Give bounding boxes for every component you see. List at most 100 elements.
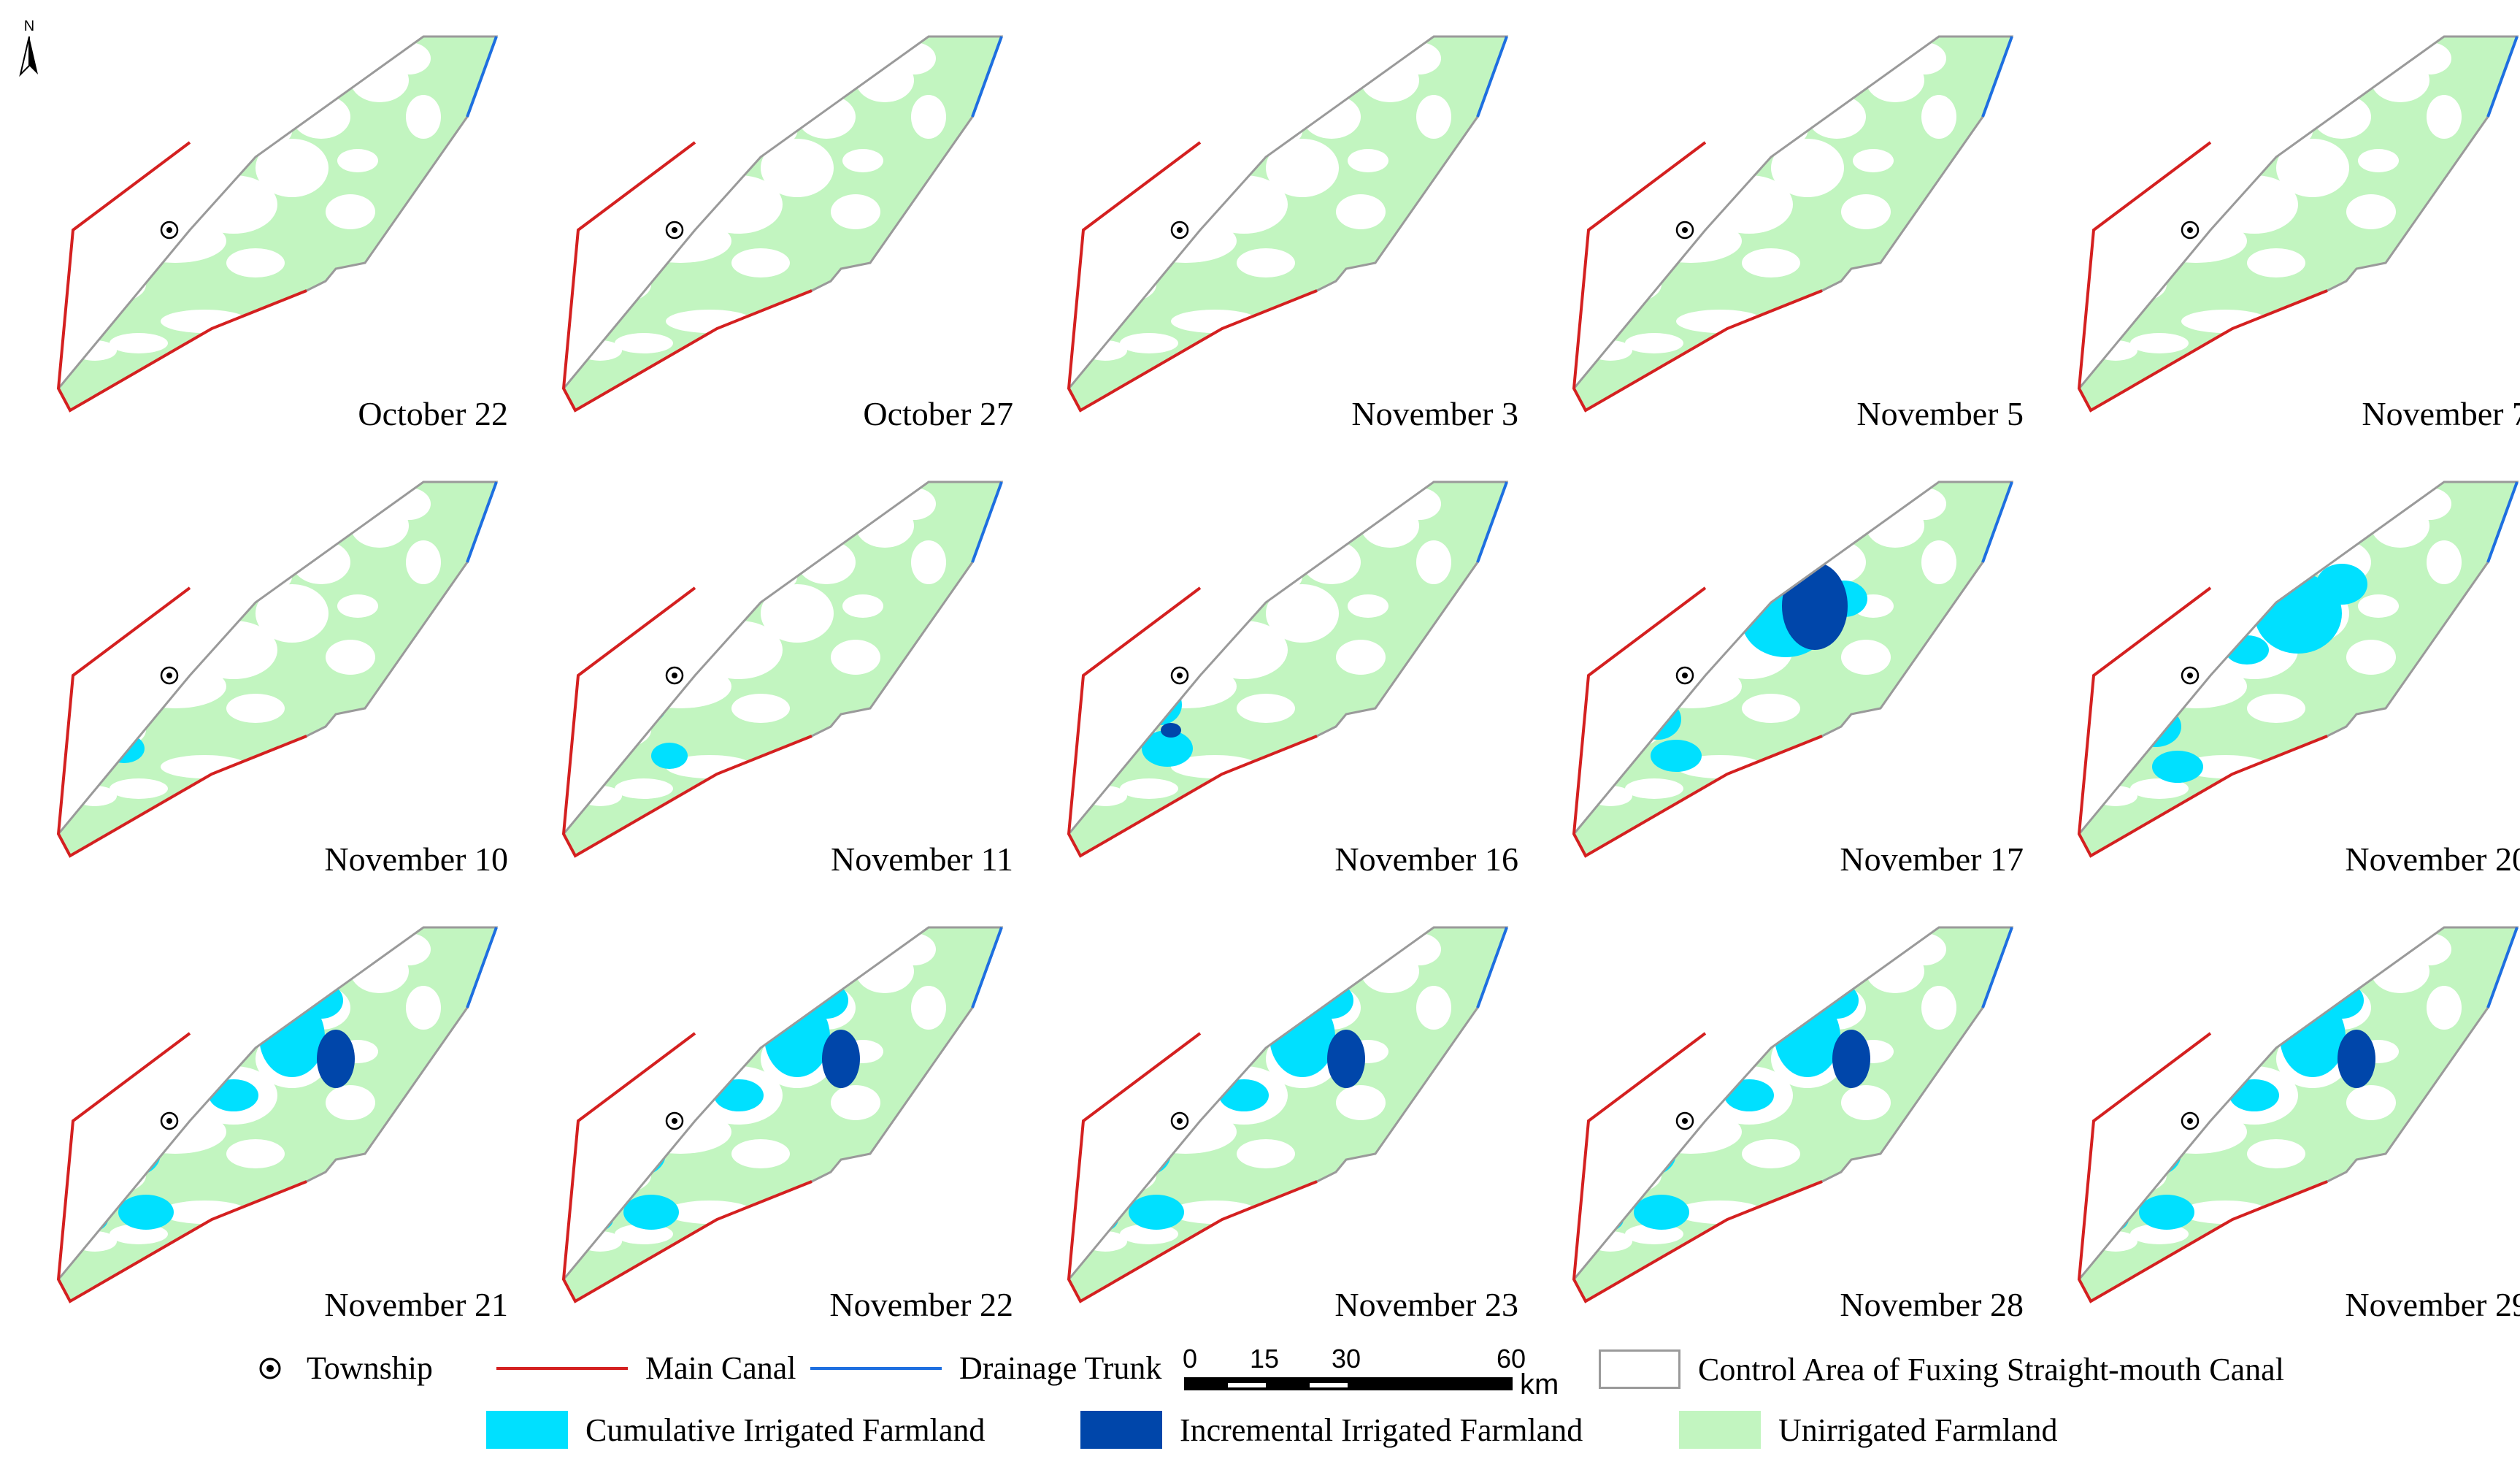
non-farmland-gap (1771, 139, 1844, 197)
map-panel-14: November 29 (2035, 913, 2520, 1351)
non-farmland-gap (337, 594, 378, 618)
region-map (1572, 480, 2014, 858)
map-panel-6: November 11 (520, 467, 1023, 905)
main-canal-line (1572, 1032, 1823, 1303)
scale-bar-graphic (1184, 1377, 1513, 1390)
non-farmland-gap (2130, 778, 2189, 799)
incremental-irrigated-patch (1832, 1030, 1870, 1088)
cumulative-irrigated-patch (58, 1091, 69, 1114)
non-farmland-gap (2427, 986, 2462, 1030)
incremental-irrigated-patch (1630, 572, 1656, 589)
non-farmland-gap (292, 95, 350, 139)
main-canal-line (1067, 141, 1318, 413)
legend: Township Main Canal Drainage Trunk Contr… (0, 1329, 2520, 1478)
cumulative-irrigated-patch (1574, 1091, 1585, 1114)
incremental-irrigated-patch (2210, 542, 2225, 554)
north-label: N (24, 18, 34, 34)
drainage-trunk-line (466, 927, 498, 1008)
cumulative-irrigated-patch (67, 1206, 108, 1233)
cumulative-irrigated-patch (1724, 1079, 1774, 1111)
unirrigated-farmland-area (2079, 37, 2517, 410)
incremental-irrigated-patch (1603, 1115, 1676, 1127)
drainage-trunk-line (466, 36, 498, 118)
cumulative-irrigated-patch (1072, 754, 1109, 780)
non-farmland-gap (1416, 95, 1451, 139)
non-farmland-gap (326, 1085, 375, 1120)
region-map (1067, 926, 1509, 1303)
non-farmland-gap (731, 248, 790, 277)
incremental-irrigated-patch (1098, 1115, 1171, 1127)
non-farmland-gap (1237, 694, 1295, 723)
non-farmland-gap (1921, 986, 1956, 1030)
incremental-irrigated-patch (2196, 173, 2210, 185)
cumulative-irrigated-patch (2152, 751, 2203, 783)
non-farmland-gap (2130, 333, 2189, 353)
scale-tick-30: 30 (1332, 1344, 1361, 1374)
panel-date-label: November 23 (1334, 1286, 1518, 1323)
non-farmland-gap (248, 117, 292, 146)
region-map (561, 480, 1004, 858)
main-canal-line (561, 1032, 813, 1303)
panel-date-label: November 5 (1856, 395, 2024, 432)
non-farmland-gap (666, 310, 753, 333)
non-farmland-gap (256, 139, 329, 197)
scale-unit: km (1520, 1368, 1559, 1401)
non-farmland-gap (911, 540, 946, 584)
cumulative-irrigated-patch (645, 1082, 686, 1108)
incremental-irrigated-patch (1077, 732, 1104, 750)
non-farmland-gap (911, 986, 946, 1030)
cumulative-irrigated-patch (118, 1195, 174, 1230)
non-farmland-gap (406, 986, 441, 1030)
non-farmland-gap (761, 139, 834, 197)
non-farmland-gap (1742, 1139, 1800, 1168)
incremental-irrigated-patch (1161, 723, 1181, 738)
unirrigated-farmland-area (2079, 482, 2517, 856)
legend-drainage-trunk-label: Drainage Trunk (959, 1350, 1162, 1386)
legend-control-area-label: Control Area of Fuxing Straight-mouth Ca… (1698, 1351, 2284, 1387)
non-farmland-gap (1764, 117, 1808, 146)
scale-tick-15: 15 (1250, 1344, 1280, 1374)
non-farmland-gap (2269, 117, 2313, 146)
unirrigated-farmland-area (58, 927, 496, 1301)
panel-date-label: November 17 (1840, 841, 2024, 878)
township-marker-dot (1177, 673, 1183, 678)
unirrigated-farmland-area (1069, 37, 1507, 410)
township-marker-dot (1177, 1118, 1183, 1124)
township-marker-dot (1682, 227, 1688, 233)
region-map (2077, 35, 2519, 413)
non-farmland-gap (1259, 562, 1302, 591)
legend-unirrigated: Unirrigated Farmland (1679, 1411, 2057, 1449)
incremental-irrigated-patch (822, 1030, 860, 1088)
cumulative-irrigated-patch (1583, 1206, 1624, 1233)
drainage-trunk-line (1981, 481, 2013, 563)
non-farmland-gap (2346, 1085, 2396, 1120)
non-farmland-gap (337, 149, 378, 172)
region-map (561, 35, 1004, 413)
non-farmland-gap (1171, 310, 1259, 333)
township-marker-dot (1682, 1118, 1688, 1124)
cumulative-irrigated-patch (2316, 564, 2367, 605)
non-farmland-gap (731, 1139, 790, 1168)
region-map (1572, 926, 2014, 1303)
cumulative-irrigated-patch (1634, 1195, 1689, 1230)
non-farmland-gap (1259, 117, 1302, 146)
cumulative-irrigated-patch (209, 1079, 258, 1111)
non-farmland-gap (1742, 694, 1800, 723)
non-farmland-gap (1302, 95, 1361, 139)
non-farmland-gap (1348, 149, 1388, 172)
drainage-trunk-line (971, 927, 1003, 1008)
non-farmland-gap (1348, 594, 1388, 618)
drainage-trunk-line (1476, 36, 1508, 118)
drainage-trunk-line (971, 481, 1003, 563)
legend-main-canal: Main Canal (496, 1349, 796, 1387)
panel-date-label: November 22 (829, 1286, 1013, 1323)
drainage-trunk-line (2486, 927, 2519, 1008)
main-canal-line (2077, 1032, 2328, 1303)
cumulative-irrigated-patch (2088, 754, 2129, 780)
legend-drainage-trunk: Drainage Trunk (810, 1349, 1161, 1387)
cumulative-swatch (486, 1411, 568, 1449)
non-farmland-gap (797, 540, 856, 584)
map-panel-0: October 22 (15, 22, 518, 460)
cumulative-irrigated-patch (623, 1195, 679, 1230)
cumulative-irrigated-patch (1077, 1206, 1118, 1233)
